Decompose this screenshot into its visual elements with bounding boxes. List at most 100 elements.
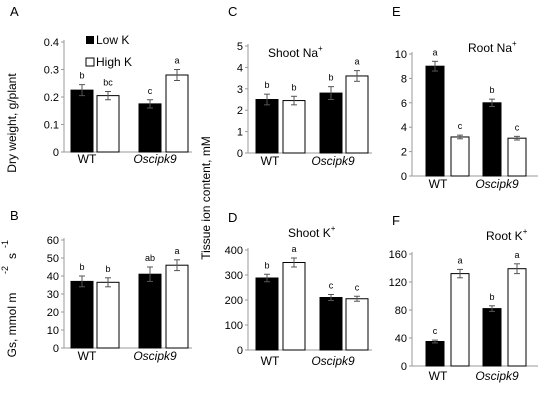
y-tick-label-e: 4 — [401, 122, 407, 134]
sig-letter-b: b — [79, 262, 84, 272]
ylabel-panel-b-s: s — [5, 253, 19, 259]
bar-f-oscipk9-high-k — [507, 268, 527, 367]
panel-a: A 0 0.1 0.2 0.3 0.4 b bc c a WT Oscipk9 — [10, 4, 192, 166]
y-tick-label-b: 0 — [53, 343, 59, 355]
ylabel-panels-cd: Tissue ion content, mM — [199, 136, 213, 260]
legend-swatch-low-k — [86, 36, 94, 44]
y-tick-label-c: 4 — [237, 62, 243, 74]
sig-letter-f: b — [489, 292, 494, 302]
sig-letter-d: c — [329, 281, 334, 291]
y-tick-label-a: 0 — [53, 147, 59, 159]
sig-letter-e: a — [432, 47, 437, 57]
panel-letter-e: E — [392, 4, 401, 19]
sig-letter-b: b — [105, 264, 110, 274]
y-tick-label-e: 2 — [401, 147, 407, 159]
bar-f-wt-low-k — [425, 341, 445, 367]
group-label-c-wt: WT — [261, 154, 280, 168]
bar-a-wt-low-k — [70, 89, 94, 153]
group-label-d-oscipk9: Oscipk9 — [311, 354, 355, 368]
y-tick-label-c: 0 — [237, 148, 243, 160]
panel-title-e: Root Na+ — [468, 39, 517, 55]
group-label-b-oscipk9: Oscipk9 — [133, 349, 177, 363]
legend-label-high-k: High K — [96, 55, 132, 69]
panel-d: D Shoot K+ 0 100 200 300 400 b a c c WT Oscipk9 — [225, 210, 372, 368]
panel-title-d: Shoot K+ — [288, 224, 336, 240]
y-tick-label-e: 0 — [401, 171, 407, 183]
panel-letter-f: F — [392, 213, 400, 228]
legend: Low K High K — [85, 33, 132, 69]
group-label-a-oscipk9: Oscipk9 — [133, 152, 177, 166]
sig-letter-e: b — [489, 85, 494, 95]
sig-letter-a: b — [79, 71, 84, 81]
group-label-e-wt: WT — [429, 177, 448, 191]
ylabel-panel-b: Gs, mmol m -2 s -1 — [0, 240, 19, 357]
legend-swatch-high-k — [85, 57, 95, 67]
bar-b-oscipk9-high-k — [165, 264, 189, 349]
ylabel-panel-b-exp2: -1 — [0, 240, 10, 248]
sig-letter-a: c — [148, 86, 153, 96]
panel-f: F Root K+ 0 40 80 120 160 c a b a WT Oscipk9 — [389, 213, 538, 383]
y-tick-label-b: 10 — [47, 325, 59, 337]
sig-letter-f: c — [433, 326, 438, 336]
bar-a-oscipk9-low-k — [138, 103, 162, 153]
y-tick-label-c: 3 — [237, 84, 243, 96]
bar-b-oscipk9-low-k — [138, 273, 162, 349]
panel-letter-b: B — [10, 208, 19, 223]
sig-letter-c: a — [354, 57, 359, 67]
sig-letter-c: b — [264, 80, 269, 90]
group-label-a-wt: WT — [78, 152, 97, 166]
sig-letter-e: c — [515, 122, 520, 132]
sig-letter-d: a — [291, 244, 296, 254]
bar-d-oscipk9-high-k — [345, 298, 369, 351]
sig-letter-f: a — [514, 250, 519, 260]
panel-b: B 0 10 20 30 40 50 60 b b ab a WT Oscipk9 — [10, 208, 192, 363]
sig-letter-c: b — [328, 73, 333, 83]
y-tick-label-a: 0.4 — [44, 37, 59, 49]
y-tick-label-a: 0.2 — [44, 92, 59, 104]
sig-letter-f: a — [457, 255, 462, 265]
y-tick-label-e: 8 — [401, 73, 407, 85]
y-tick-label-d: 300 — [225, 270, 243, 282]
panel-e: E Root Na+ 0 2 4 6 8 10 a c b c WT Oscipk9 — [392, 4, 538, 191]
group-label-e-oscipk9: Oscipk9 — [475, 177, 519, 191]
bar-e-wt-high-k — [450, 136, 470, 177]
y-tick-label-b: 60 — [47, 235, 59, 247]
bar-a-wt-high-k — [96, 95, 120, 153]
group-label-c-oscipk9: Oscipk9 — [311, 154, 355, 168]
panel-letter-c: C — [228, 4, 237, 19]
bar-c-wt-low-k — [255, 99, 279, 154]
sig-letter-b: a — [174, 246, 179, 256]
panel-title-c: Shoot Na+ — [268, 44, 323, 60]
sig-letter-b: ab — [145, 253, 155, 263]
y-tick-label-e: 6 — [401, 98, 407, 110]
legend-label-low-k: Low K — [96, 33, 129, 47]
bar-d-wt-high-k — [282, 262, 306, 351]
y-tick-label-d: 200 — [225, 295, 243, 307]
y-tick-label-b: 20 — [47, 307, 59, 319]
y-tick-label-b: 30 — [47, 289, 59, 301]
panel-letter-d: D — [228, 210, 237, 225]
bar-d-wt-low-k — [255, 277, 279, 351]
y-tick-label-f: 40 — [395, 333, 407, 345]
bar-f-oscipk9-low-k — [482, 308, 502, 367]
bar-c-oscipk9-low-k — [319, 92, 343, 154]
bar-a-oscipk9-high-k — [165, 74, 189, 153]
y-tick-label-d: 0 — [237, 345, 243, 357]
sig-letter-e: c — [458, 121, 463, 131]
sig-letter-c: b — [291, 82, 296, 92]
y-tick-label-c: 2 — [237, 105, 243, 117]
panel-letter-a: A — [10, 4, 19, 19]
y-tick-label-f: 0 — [401, 361, 407, 373]
y-tick-label-b: 50 — [47, 253, 59, 265]
bar-b-wt-high-k — [96, 281, 120, 349]
bar-e-oscipk9-high-k — [507, 137, 527, 177]
panel-title-f: Root K+ — [486, 227, 528, 243]
bar-b-wt-low-k — [70, 280, 94, 349]
group-label-f-oscipk9: Oscipk9 — [475, 369, 519, 383]
sig-letter-d: b — [264, 260, 269, 270]
y-tick-label-f: 80 — [395, 305, 407, 317]
bar-c-oscipk9-high-k — [345, 75, 369, 154]
bar-c-wt-high-k — [282, 100, 306, 154]
